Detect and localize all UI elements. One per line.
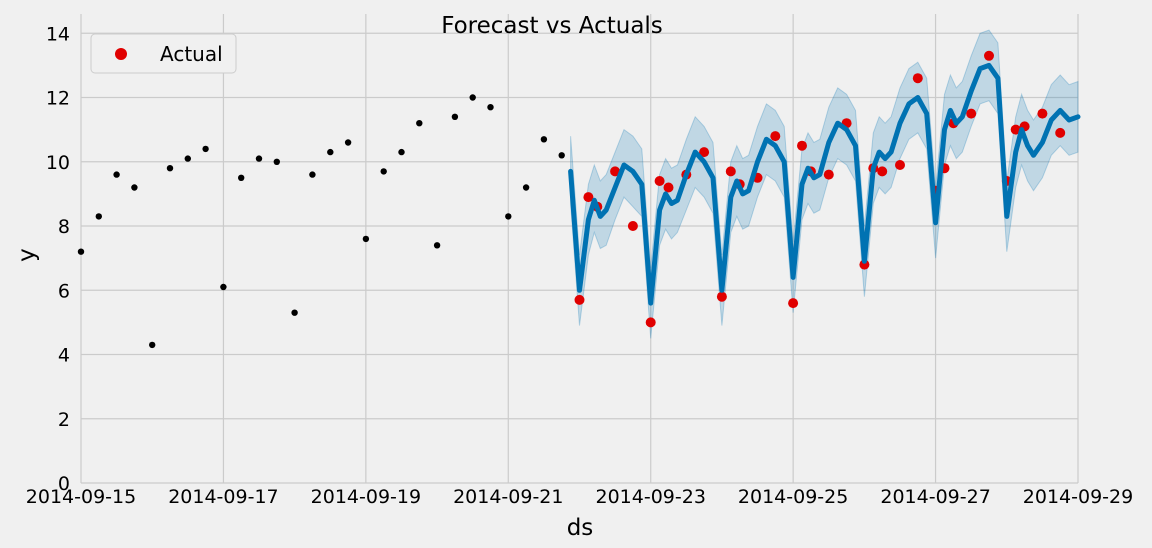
history-point: [77, 248, 85, 255]
history-point: [380, 168, 387, 175]
y-axis-label: y: [14, 248, 40, 262]
history-point: [540, 136, 548, 143]
y-tick-label: 0: [58, 473, 70, 495]
actual-point: [725, 166, 736, 177]
actual-point: [574, 294, 585, 305]
x-axis-label: ds: [567, 515, 594, 541]
history-point: [522, 184, 530, 191]
actual-point: [654, 176, 665, 186]
x-tick-label: 2014-09-17: [168, 486, 278, 508]
x-tick-label: 2014-09-19: [311, 486, 421, 508]
history-point: [398, 148, 405, 156]
actual-point: [823, 169, 834, 180]
actual-point: [583, 192, 594, 203]
history-point: [344, 139, 352, 146]
actual-point: [610, 166, 621, 177]
y-tick-labels: 0 2 4 6 8 10 12 14: [46, 23, 70, 495]
history-point: [487, 104, 494, 111]
history-point: [238, 174, 245, 181]
history-point: [255, 155, 263, 162]
forecast-interval-band: [570, 29, 1079, 339]
actual-point: [966, 108, 977, 119]
legend-actual-marker: [115, 48, 127, 60]
actual-point: [912, 73, 923, 84]
actual-point: [770, 131, 781, 142]
chart-title: Forecast vs Actuals: [441, 13, 663, 39]
history-point: [95, 213, 103, 220]
history-point: [469, 94, 476, 101]
history-point: [416, 120, 423, 127]
y-tick-label: 14: [46, 23, 70, 45]
x-tick-labels: 2014-09-15 2014-09-17 2014-09-19 2014-09-21…: [26, 486, 1133, 508]
actual-point: [797, 140, 807, 151]
history-point: [558, 152, 565, 159]
history-point: [309, 171, 316, 178]
actual-point: [859, 259, 870, 270]
actual-point: [716, 291, 727, 302]
y-tick-label: 12: [46, 88, 70, 110]
history-point: [184, 155, 191, 162]
history-point: [291, 309, 298, 316]
legend: Actual: [90, 33, 237, 74]
x-tick-label: 2014-09-29: [1023, 486, 1133, 508]
x-tick-label: 2014-09-25: [738, 486, 848, 508]
actual-point: [984, 50, 994, 61]
actual-point: [895, 160, 905, 170]
y-tick-label: 10: [46, 152, 70, 174]
history-point: [433, 242, 441, 249]
history-point: [166, 165, 174, 172]
history-point: [505, 213, 512, 220]
history-point: [131, 184, 138, 191]
actual-point: [1037, 108, 1048, 119]
legend-box: [90, 33, 237, 74]
actual-point: [699, 147, 710, 158]
x-tick-label: 2014-09-21: [453, 486, 563, 508]
x-tick-label: 2014-09-27: [880, 486, 990, 508]
history-point: [220, 283, 227, 291]
forecast-line: [568, 62, 1081, 306]
y-tick-label: 6: [58, 280, 70, 302]
history-point: [113, 171, 120, 178]
actual-point: [663, 182, 674, 193]
history-point: [202, 145, 209, 153]
actual-point: [645, 317, 656, 328]
actual-point: [1055, 127, 1066, 138]
history-point: [149, 341, 156, 349]
history-points-layer: [77, 94, 565, 349]
actual-point: [877, 166, 888, 177]
interval-band-layer: [570, 29, 1079, 339]
x-tick-label: 2014-09-23: [596, 486, 706, 508]
y-tick-label: 4: [58, 345, 70, 367]
history-point: [451, 113, 459, 121]
history-point: [362, 235, 370, 243]
y-tick-label: 8: [58, 216, 70, 238]
history-point: [327, 148, 334, 156]
x-tick-label: 2014-09-15: [26, 486, 136, 508]
legend-entry-actual: Actual: [160, 42, 223, 66]
y-tick-label: 2: [58, 409, 70, 431]
history-point: [273, 158, 280, 165]
forecast-line-layer: [568, 62, 1081, 306]
actual-point: [1010, 124, 1021, 135]
plot-area: [81, 14, 1078, 483]
actual-point: [788, 298, 799, 309]
actual-point: [627, 221, 638, 231]
